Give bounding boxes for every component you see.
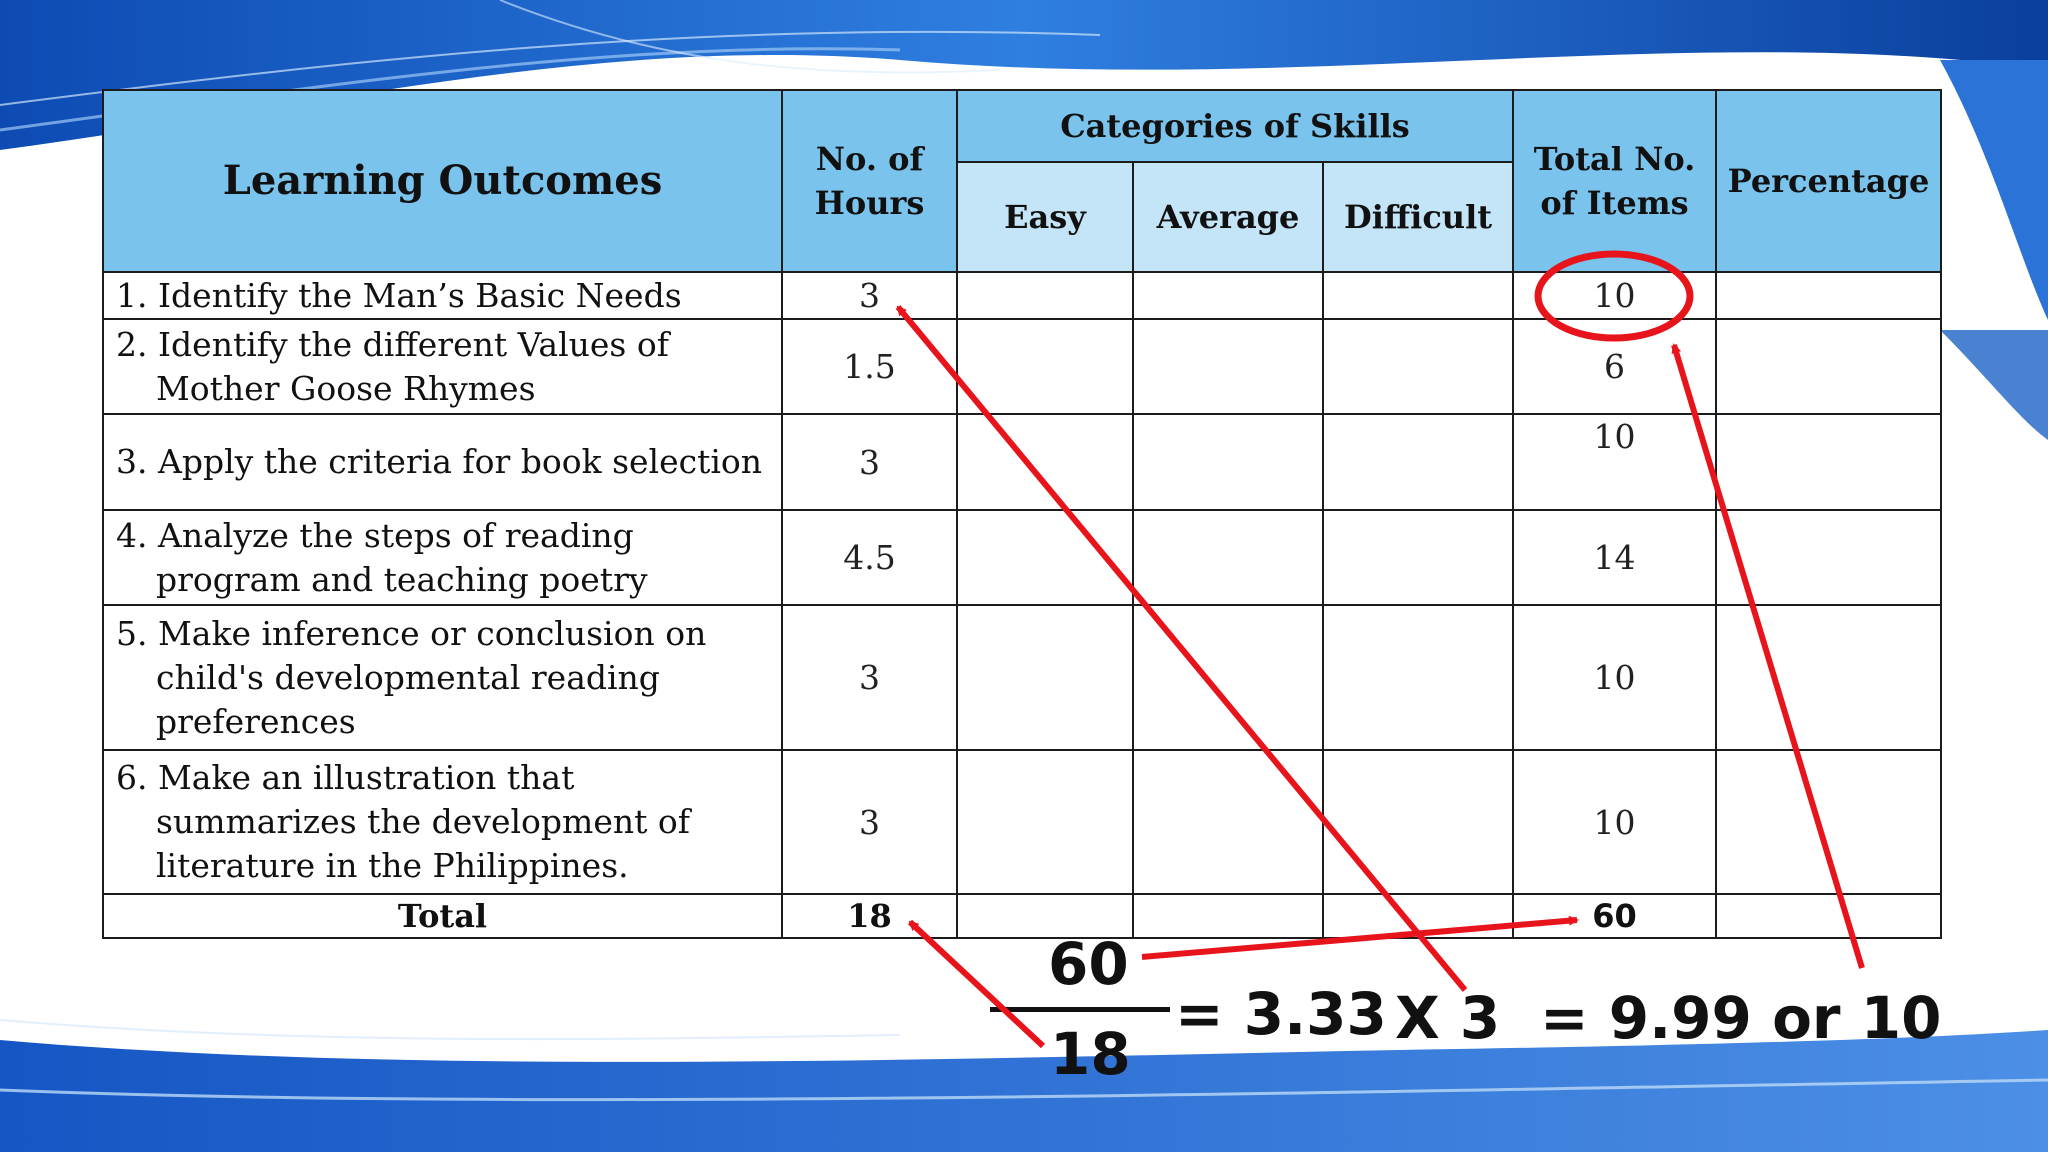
items-cell: 6 (1512, 318, 1717, 415)
table-row: 2. Identify the different Values of Mothe… (102, 318, 1942, 415)
difficult-cell (1322, 413, 1514, 511)
average-cell (1132, 413, 1324, 511)
easy-cell (956, 318, 1134, 415)
average-cell (1132, 271, 1324, 320)
table-row: 3. Apply the criteria for book selection… (102, 413, 1942, 511)
outcome-cell: 1. Identify the Man’s Basic Needs (102, 271, 783, 320)
table-row: 1. Identify the Man’s Basic Needs 3 10 (102, 271, 1942, 320)
average-cell (1132, 604, 1324, 751)
total-hours: 18 (781, 893, 958, 939)
easy-cell (956, 271, 1134, 320)
header-items-line2: of Items (1540, 184, 1689, 222)
table-row: 5. Make inference or conclusion on child'… (102, 604, 1942, 751)
percentage-cell (1715, 509, 1942, 606)
percentage-cell (1715, 749, 1942, 895)
outcome-cell: 2. Identify the different Values of Mothe… (102, 318, 783, 415)
hours-cell: 3 (781, 604, 958, 751)
average-cell (1132, 509, 1324, 606)
difficult-cell (1322, 893, 1514, 939)
difficult-cell (1322, 271, 1514, 320)
hours-cell: 3 (781, 749, 958, 895)
hours-cell: 4.5 (781, 509, 958, 606)
formula-final: = 9.99 or 10 (1540, 984, 1942, 1052)
table-row: 4. Analyze the steps of reading program a… (102, 509, 1942, 606)
outcome-cell: 5. Make inference or conclusion on child'… (102, 604, 783, 751)
total-items: 60 (1512, 893, 1717, 939)
header-total-items: Total No. of Items (1512, 89, 1717, 273)
outcome-cell: 3. Apply the criteria for book selection (102, 413, 783, 511)
header-hours-line1: No. of (815, 140, 924, 178)
fraction-bar (990, 1007, 1170, 1012)
items-cell: 14 (1512, 509, 1717, 606)
difficult-cell (1322, 509, 1514, 606)
easy-cell (956, 509, 1134, 606)
formula-denominator: 18 (1050, 1020, 1131, 1088)
formula-times: X 3 (1395, 984, 1501, 1052)
percentage-cell (1715, 893, 1942, 939)
average-cell (1132, 893, 1324, 939)
easy-cell (956, 413, 1134, 511)
header-hours-line2: Hours (814, 184, 925, 222)
formula-numerator: 60 (1048, 930, 1129, 998)
items-cell: 10 (1512, 749, 1717, 895)
hours-cell: 3 (781, 271, 958, 320)
header-no-of-hours: No. of Hours (781, 89, 958, 273)
total-row: Total 18 60 (102, 893, 1942, 939)
percentage-cell (1715, 318, 1942, 415)
percentage-cell (1715, 271, 1942, 320)
outcome-cell: 4. Analyze the steps of reading program a… (102, 509, 783, 606)
items-cell: 10 (1512, 413, 1717, 511)
header-average: Average (1132, 161, 1324, 273)
hours-cell: 1.5 (781, 318, 958, 415)
items-cell: 10 (1512, 271, 1717, 320)
outcome-cell: 6. Make an illustration that summarizes t… (102, 749, 783, 895)
formula-result: = 3.33 (1175, 980, 1387, 1048)
header-difficult: Difficult (1322, 161, 1514, 273)
items-cell: 10 (1512, 604, 1717, 751)
header-easy: Easy (956, 161, 1134, 273)
header-categories-of-skills: Categories of Skills (956, 89, 1514, 163)
header-items-line1: Total No. (1533, 140, 1696, 178)
difficult-cell (1322, 604, 1514, 751)
difficult-cell (1322, 318, 1514, 415)
average-cell (1132, 749, 1324, 895)
table-row: 6. Make an illustration that summarizes t… (102, 749, 1942, 895)
total-label: Total (102, 893, 783, 939)
header-learning-outcomes: Learning Outcomes (102, 89, 783, 273)
header-percentage: Percentage (1715, 89, 1942, 273)
easy-cell (956, 604, 1134, 751)
percentage-cell (1715, 413, 1942, 511)
hours-cell: 3 (781, 413, 958, 511)
easy-cell (956, 749, 1134, 895)
difficult-cell (1322, 749, 1514, 895)
average-cell (1132, 318, 1324, 415)
table-of-specifications: Learning Outcomes No. of Hours Categorie… (102, 89, 1942, 939)
percentage-cell (1715, 604, 1942, 751)
